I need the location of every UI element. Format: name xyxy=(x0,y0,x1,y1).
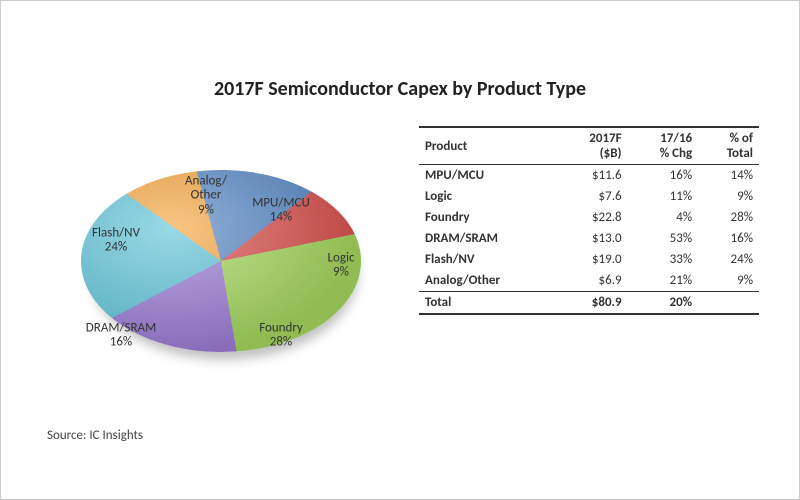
pie-label-foundry: Foundry28% xyxy=(259,322,303,351)
table-row: Foundry$22.84%28% xyxy=(419,207,759,228)
pie-label-analogother: Analog/ Other9% xyxy=(185,175,227,218)
table-row: Analog/Other$6.921%9% xyxy=(419,270,759,292)
pie-label-pct: 24% xyxy=(92,241,140,255)
cell-pct: 16% xyxy=(698,228,759,249)
pie-label-pct: 28% xyxy=(259,336,303,350)
cell-product: DRAM/SRAM xyxy=(419,228,557,249)
cell-capex: $11.6 xyxy=(557,165,627,187)
cell-chg: 53% xyxy=(628,228,699,249)
cell-capex: $80.9 xyxy=(557,292,627,315)
table-row: DRAM/SRAM$13.053%16% xyxy=(419,228,759,249)
pie-label-text: Foundry xyxy=(259,321,303,336)
cell-capex: $7.6 xyxy=(557,186,627,207)
col-pct: % of Total xyxy=(698,127,759,165)
cell-pct: 14% xyxy=(698,165,759,187)
cell-capex: $6.9 xyxy=(557,270,627,292)
cell-product: Total xyxy=(419,292,557,315)
cell-product: Foundry xyxy=(419,207,557,228)
cell-product: Logic xyxy=(419,186,557,207)
cell-pct: 9% xyxy=(698,270,759,292)
cell-pct xyxy=(698,292,759,315)
cell-pct: 24% xyxy=(698,249,759,270)
pie-label-text: DRAM/SRAM xyxy=(86,321,156,336)
pie-label-text: Analog/ Other xyxy=(185,174,227,203)
figure-frame: 2017F Semiconductor Capex by Product Typ… xyxy=(0,0,800,500)
pie-label-dramsram: DRAM/SRAM16% xyxy=(86,322,156,351)
table-row: Flash/NV$19.033%24% xyxy=(419,249,759,270)
pie-label-flashnv: Flash/NV24% xyxy=(92,227,140,256)
cell-product: MPU/MCU xyxy=(419,165,557,187)
cell-capex: $19.0 xyxy=(557,249,627,270)
chart-title: 2017F Semiconductor Capex by Product Typ… xyxy=(1,77,799,101)
cell-product: Analog/Other xyxy=(419,270,557,292)
pie-label-text: Logic xyxy=(328,251,355,266)
cell-chg: 20% xyxy=(628,292,699,315)
capex-table: Product2017F ($B)17/16 % Chg% of TotalMP… xyxy=(419,126,759,315)
pie-label-pct: 14% xyxy=(252,211,310,225)
cell-chg: 33% xyxy=(628,249,699,270)
cell-chg: 16% xyxy=(628,165,699,187)
col-chg: 17/16 % Chg xyxy=(628,127,699,165)
capex-table-wrap: Product2017F ($B)17/16 % Chg% of TotalMP… xyxy=(419,126,759,315)
pie-label-mpumcu: MPU/MCU14% xyxy=(252,197,310,226)
cell-capex: $22.8 xyxy=(557,207,627,228)
col-capex: 2017F ($B) xyxy=(557,127,627,165)
col-product: Product xyxy=(419,127,557,165)
pie-chart: MPU/MCU14%Logic9%Foundry28%DRAM/SRAM16%F… xyxy=(41,111,401,411)
pie-label-text: Flash/NV xyxy=(92,226,140,241)
pie-label-logic: Logic9% xyxy=(328,252,355,281)
cell-chg: 4% xyxy=(628,207,699,228)
cell-capex: $13.0 xyxy=(557,228,627,249)
source-attribution: Source: IC Insights xyxy=(47,428,143,443)
table-row-total: Total$80.920% xyxy=(419,292,759,315)
cell-pct: 9% xyxy=(698,186,759,207)
cell-product: Flash/NV xyxy=(419,249,557,270)
pie-label-pct: 9% xyxy=(328,266,355,280)
cell-pct: 28% xyxy=(698,207,759,228)
table-row: MPU/MCU$11.616%14% xyxy=(419,165,759,187)
pie-label-pct: 16% xyxy=(86,336,156,350)
pie-label-pct: 9% xyxy=(185,203,227,217)
cell-chg: 11% xyxy=(628,186,699,207)
table-row: Logic$7.611%9% xyxy=(419,186,759,207)
cell-chg: 21% xyxy=(628,270,699,292)
pie-label-text: MPU/MCU xyxy=(252,196,310,211)
